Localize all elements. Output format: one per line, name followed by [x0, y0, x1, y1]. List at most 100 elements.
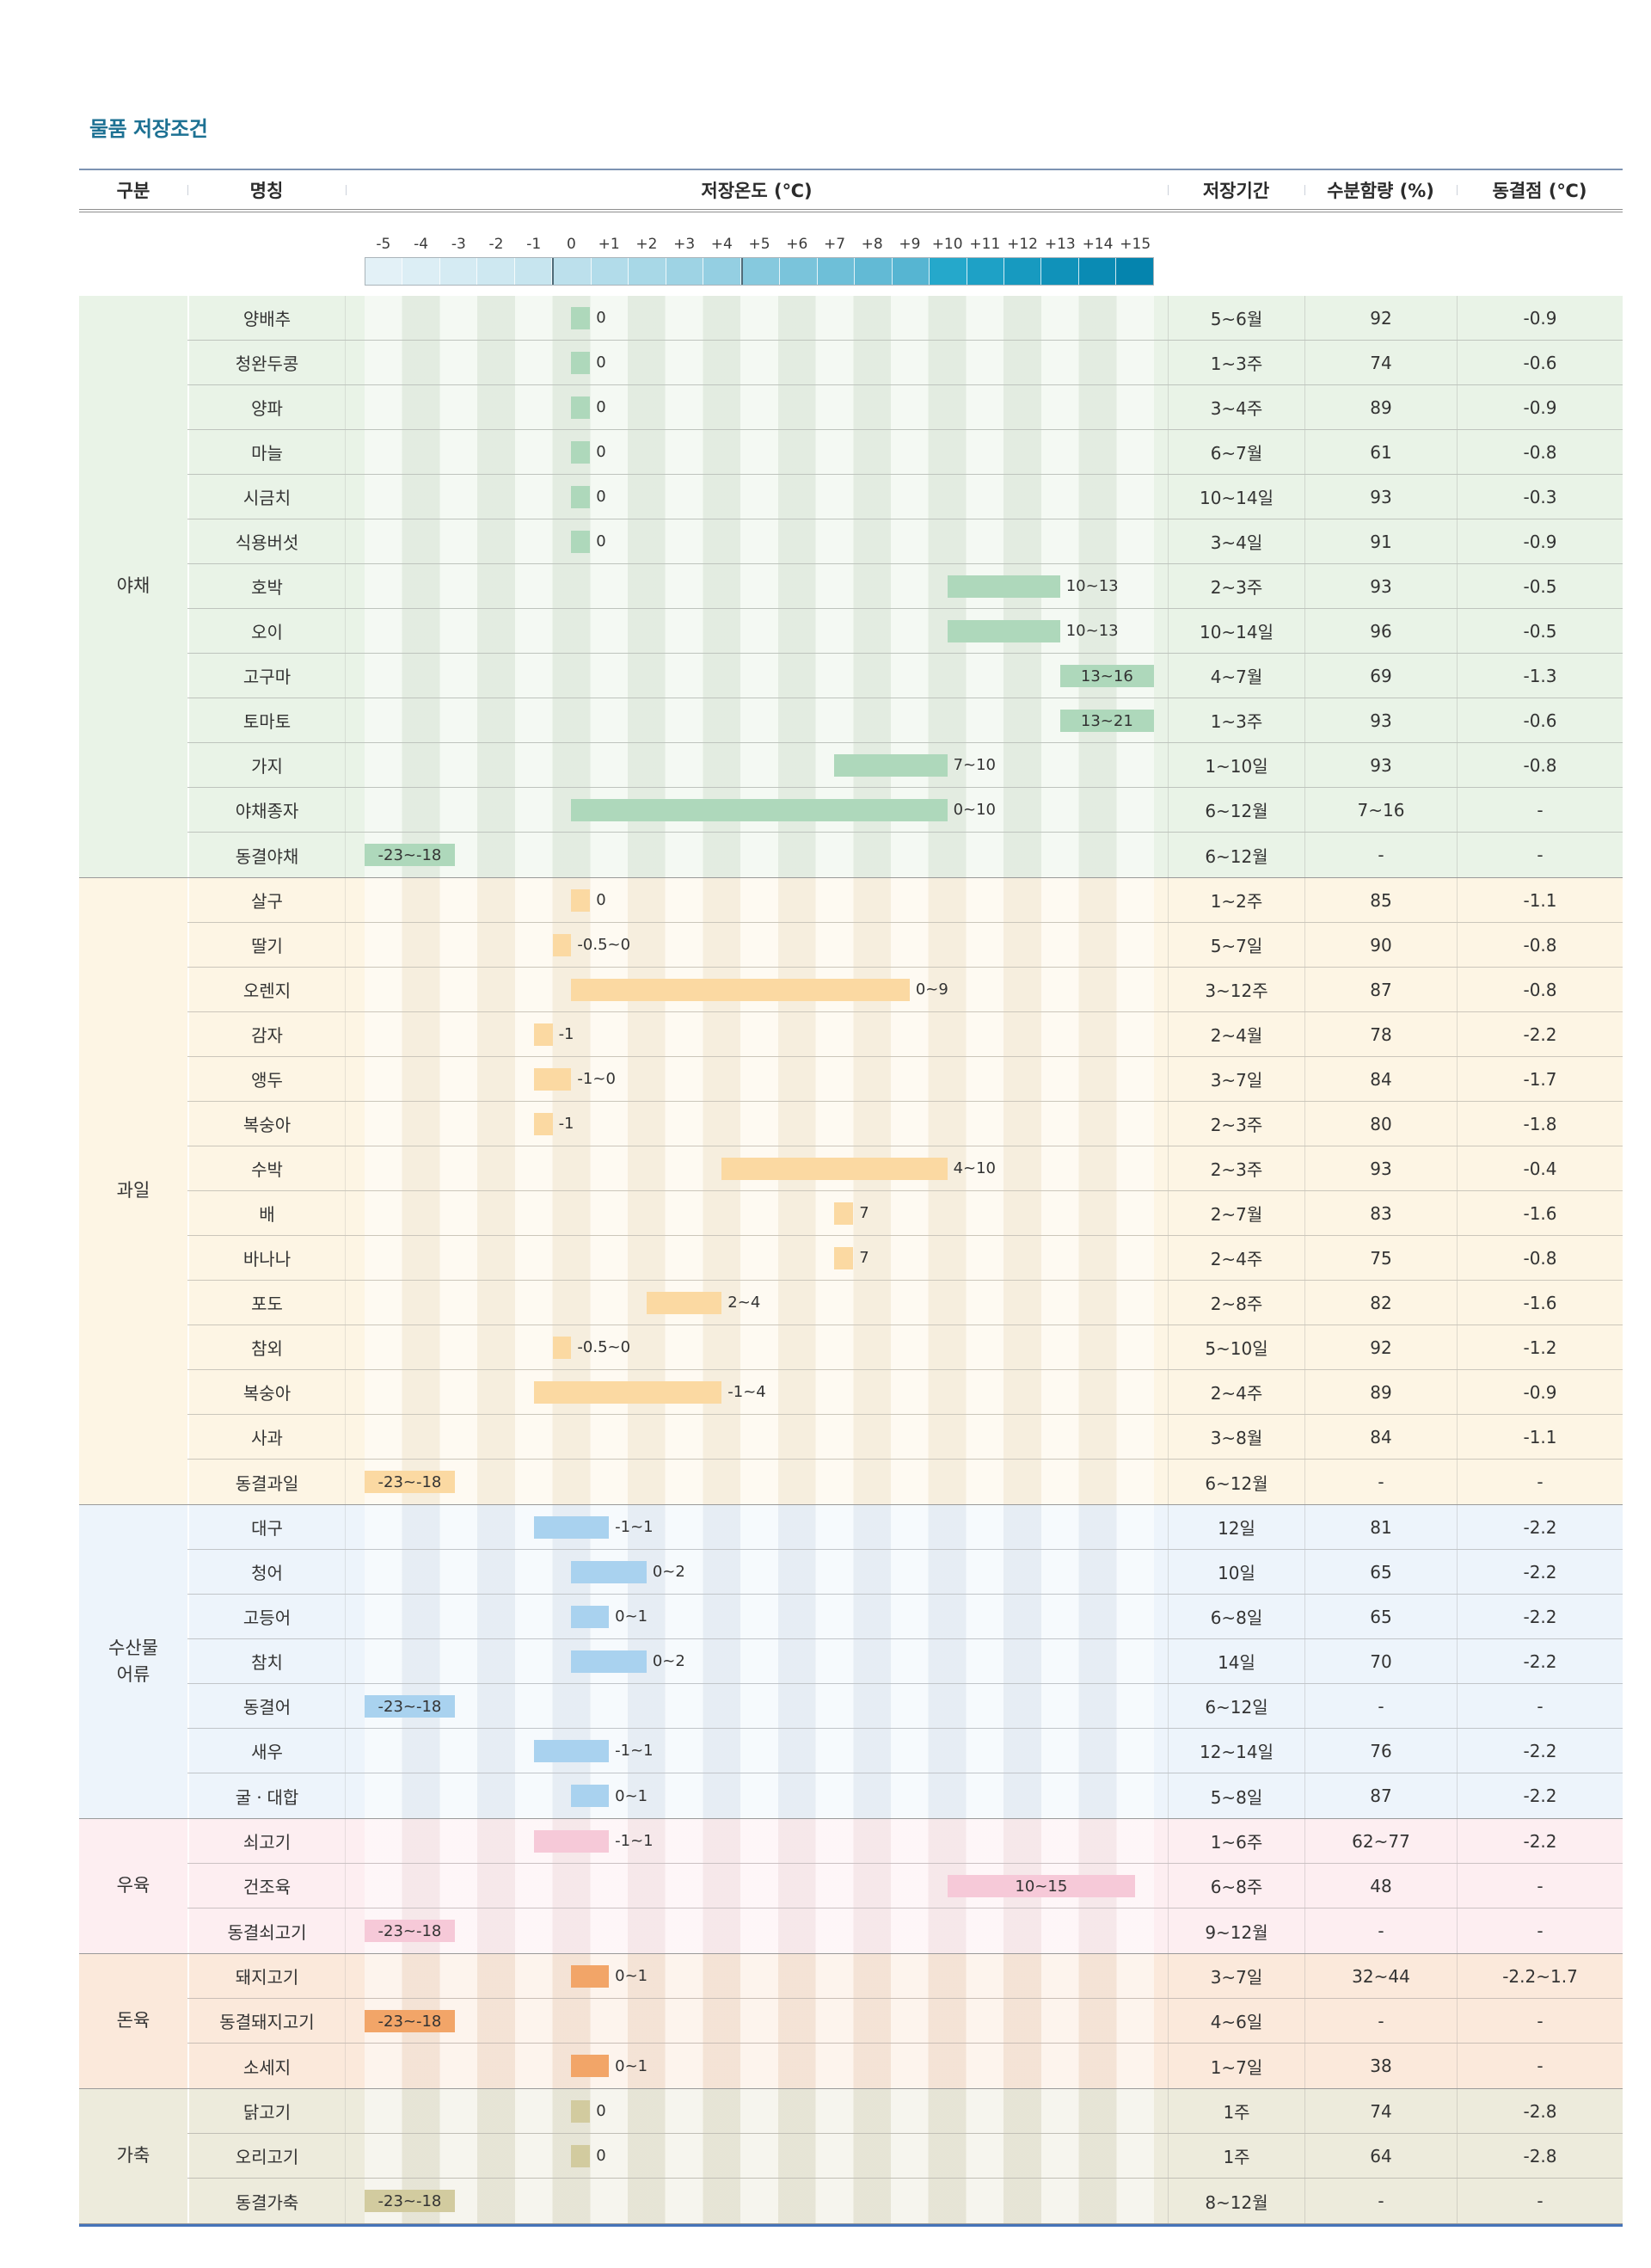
- temp-bar: 13~21: [1059, 710, 1154, 732]
- header-freezing: 동결점 (℃): [1457, 177, 1623, 203]
- row-period: 3~4주: [1168, 385, 1304, 429]
- storage-conditions-table: 구분 명칭 저장온도 (℃) 저장기간 수분함량 (%) 동결점 (℃) -5-…: [79, 169, 1623, 2227]
- row-chart: 0~1: [346, 1773, 1168, 1818]
- row-chart: 7~10: [346, 743, 1168, 787]
- temp-plot: -1~0: [365, 1057, 1154, 1101]
- row-freezing: -0.9: [1457, 519, 1623, 563]
- row-chart: -0.5~0: [346, 923, 1168, 967]
- row-chart: 0~9: [346, 968, 1168, 1011]
- temp-bar: [947, 575, 1060, 598]
- row-chart: -1~1: [346, 1819, 1168, 1863]
- row-chart: 7: [346, 1191, 1168, 1235]
- row-period: 3~7일: [1168, 1057, 1304, 1101]
- row-chart: 2~4: [346, 1281, 1168, 1325]
- row-freezing: -2.2~1.7: [1457, 1954, 1623, 1998]
- temp-label: -1~4: [727, 1383, 766, 1401]
- scale-spacer: [79, 212, 187, 296]
- temp-bar: -23~-18: [365, 844, 455, 866]
- section: 야채 양배추 0 5~6월 92 -0.9 청완두콩 0 1~3주 74 -0.6 양파 0 3~4주 89…: [79, 296, 1623, 878]
- row-chart: -1: [346, 1012, 1168, 1056]
- scale-cell: [629, 258, 666, 285]
- table-row: 앵두 -1~0 3~7일 84 -1.7: [187, 1057, 1623, 1102]
- temp-label: 0~2: [652, 1563, 685, 1581]
- temp-label: -1~1: [615, 1742, 654, 1760]
- row-name: 가지: [187, 743, 346, 787]
- axis-tick: -3: [451, 236, 466, 253]
- row-chart: 13~16: [346, 654, 1168, 698]
- temp-plot: 0~9: [365, 968, 1154, 1011]
- row-period: 1~3주: [1168, 698, 1304, 742]
- row-name: 야채종자: [187, 788, 346, 832]
- row-chart: -23~-18: [346, 833, 1168, 877]
- table-row: 포도 2~4 2~8주 82 -1.6: [187, 1281, 1623, 1325]
- row-freezing: -: [1457, 788, 1623, 832]
- axis-tick: +1: [598, 236, 620, 253]
- row-freezing: -2.2: [1457, 1819, 1623, 1863]
- row-name: 양파: [187, 385, 346, 429]
- row-moisture: 75: [1304, 1236, 1457, 1280]
- row-period: 2~4주: [1168, 1370, 1304, 1414]
- row-freezing: -1.3: [1457, 654, 1623, 698]
- temp-label: 4~10: [953, 1159, 997, 1177]
- row-name: 쇠고기: [187, 1819, 346, 1863]
- section: 과일 살구 0 1~2주 85 -1.1 딸기 -0.5~0 5~7일 90 -0.8 오렌지 0~9 3…: [79, 878, 1623, 1505]
- row-moisture: -: [1304, 833, 1457, 877]
- temp-bar: -23~-18: [365, 1695, 455, 1718]
- table-row: 가지 7~10 1~10일 93 -0.8: [187, 743, 1623, 788]
- table-row: 딸기 -0.5~0 5~7일 90 -0.8: [187, 923, 1623, 968]
- table-row: 건조육 10~15 6~8주 48-: [187, 1864, 1623, 1908]
- temp-bar: [571, 979, 910, 1001]
- temp-plot: 7: [365, 1236, 1154, 1280]
- scale-cell: [552, 258, 592, 285]
- axis-tick: +11: [969, 236, 1001, 253]
- header-period: 저장기간: [1168, 177, 1304, 203]
- scale-cell: [817, 258, 856, 285]
- table-row: 야채종자 0~10 6~12월 7~16-: [187, 788, 1623, 833]
- row-chart: -23~-18: [346, 1908, 1168, 1953]
- temp-plot: 0: [365, 475, 1154, 519]
- row-period: 14일: [1168, 1639, 1304, 1683]
- temp-bar: -23~-18: [365, 2010, 455, 2032]
- row-chart: 0: [346, 430, 1168, 474]
- row-period: 1~7일: [1168, 2044, 1304, 2088]
- row-period: 2~3주: [1168, 1102, 1304, 1146]
- row-moisture: 84: [1304, 1057, 1457, 1101]
- row-freezing: -0.9: [1457, 385, 1623, 429]
- temp-plot: -0.5~0: [365, 1325, 1154, 1369]
- temp-bar: 10~15: [947, 1875, 1136, 1897]
- table-row: 동결과일 -23~-18 6~12월 - -: [187, 1460, 1623, 1504]
- table-row: 식용버섯 0 3~4일 91 -0.9: [187, 519, 1623, 564]
- table-row: 마늘 0 6~7월 61 -0.8: [187, 430, 1623, 475]
- temp-bar: [721, 1158, 948, 1180]
- temp-plot: 0: [365, 878, 1154, 922]
- row-freezing: -: [1457, 1684, 1623, 1728]
- temp-plot: 0: [365, 2089, 1154, 2133]
- row-name: 사과: [187, 1415, 346, 1459]
- temp-label: 0: [596, 2147, 606, 2165]
- table-bottom-border: [79, 2224, 1623, 2227]
- row-period: 4~7월: [1168, 654, 1304, 698]
- temp-plot: 10~13: [365, 609, 1154, 653]
- section-rows: 살구 0 1~2주 85 -1.1 딸기 -0.5~0 5~7일 90 -0.8 오렌지 0~9 3~1…: [187, 878, 1623, 1504]
- row-period: 12~14일: [1168, 1729, 1304, 1773]
- temp-label: -1: [558, 1115, 574, 1133]
- temp-bar: [571, 307, 591, 329]
- row-period: 6~8주: [1168, 1864, 1304, 1908]
- scale-gradient-bar: [365, 257, 1154, 286]
- row-moisture: -: [1304, 1460, 1457, 1504]
- temp-bar: [571, 1561, 647, 1583]
- temp-label: 2~4: [727, 1294, 761, 1312]
- row-freezing: -0.8: [1457, 430, 1623, 474]
- temp-plot: 0~10: [365, 788, 1154, 832]
- temp-plot: -1~4: [365, 1370, 1154, 1414]
- row-moisture: 65: [1304, 1550, 1457, 1594]
- temp-plot: -23~-18: [365, 1908, 1154, 1953]
- temp-label: 10~15: [1015, 1877, 1068, 1896]
- table-row: 오렌지 0~9 3~12주 87 -0.8: [187, 968, 1623, 1012]
- temp-plot: 0~1: [365, 1773, 1154, 1818]
- temp-label: -0.5~0: [577, 936, 631, 954]
- row-freezing: -1.7: [1457, 1057, 1623, 1101]
- row-freezing: -: [1457, 2044, 1623, 2088]
- row-chart: 10~15: [346, 1864, 1168, 1908]
- row-freezing: -2.2: [1457, 1505, 1623, 1549]
